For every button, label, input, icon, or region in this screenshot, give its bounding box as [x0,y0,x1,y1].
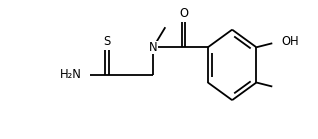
Text: N: N [149,41,157,54]
Text: H₂N: H₂N [59,68,81,81]
Text: S: S [103,35,111,48]
Text: O: O [179,7,188,20]
Text: OH: OH [281,35,299,48]
